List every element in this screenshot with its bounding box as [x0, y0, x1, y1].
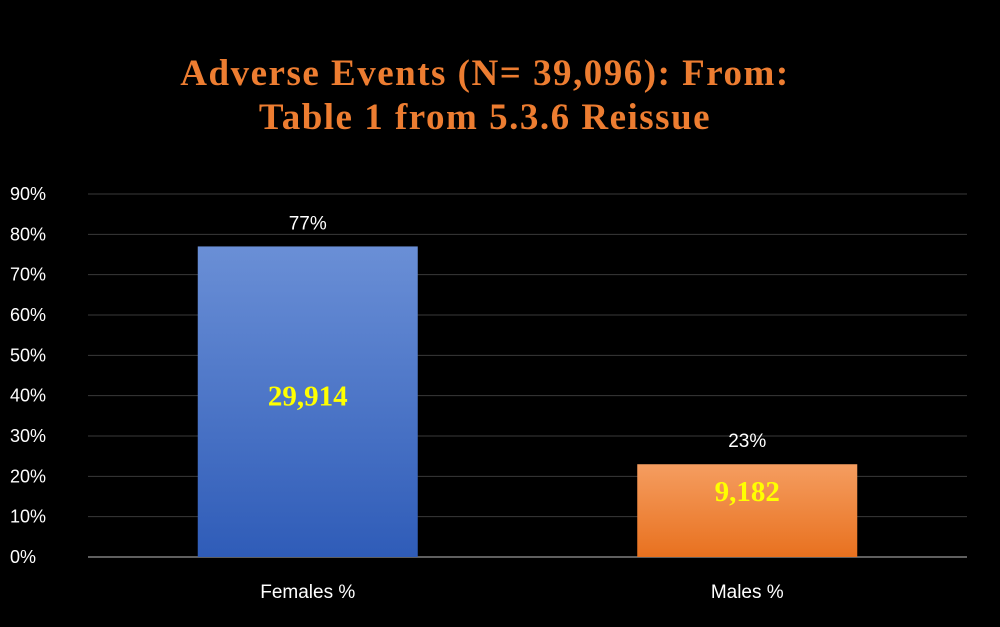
y-tick-label: 20%	[10, 466, 46, 486]
y-tick-label: 50%	[10, 345, 46, 365]
y-tick-label: 60%	[10, 305, 46, 325]
y-tick-label: 30%	[10, 426, 46, 446]
labels: 77% 29,914 Females % 23% 9,182 Males %	[260, 213, 784, 603]
x-tick-label: Males %	[711, 582, 784, 603]
chart-title-line-2: Table 1 from 5.3.6 Reissue	[258, 97, 712, 138]
data-label: 77%	[289, 213, 327, 234]
bar-females	[197, 246, 418, 557]
y-tick-label: 80%	[10, 224, 46, 244]
y-tick-label: 40%	[10, 386, 46, 406]
y-tick-label: 70%	[10, 265, 46, 285]
y-tick-label: 0%	[10, 547, 36, 567]
bar-count-label: 9,182	[715, 476, 780, 508]
y-axis: 0% 10% 20% 30% 40% 50% 60% 70% 80% 90%	[10, 184, 46, 567]
data-label: 23%	[728, 431, 766, 452]
bar-males	[637, 464, 858, 557]
chart-title-line-1: Adverse Events (N= 39,096): From:	[180, 53, 790, 94]
y-tick-label: 10%	[10, 507, 46, 527]
bars	[197, 246, 858, 557]
x-tick-label: Females %	[260, 582, 355, 603]
bar-count-label: 29,914	[268, 381, 348, 413]
y-tick-label: 90%	[10, 184, 46, 204]
